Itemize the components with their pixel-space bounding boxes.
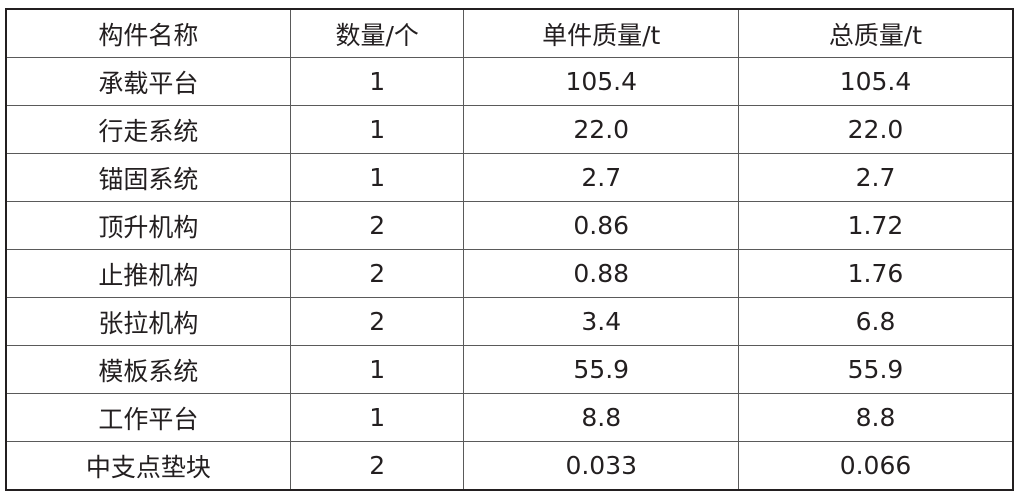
header-cell: 单件质量/t	[463, 8, 739, 58]
table-cell: 0.86	[463, 201, 739, 250]
component-mass-table: 构件名称 数量/个 单件质量/t 总质量/t 承载平台 1 105.4 105.4 行走…	[5, 8, 1014, 491]
table-cell: 55.9	[737, 345, 1014, 394]
header-cell: 数量/个	[289, 8, 465, 58]
table-cell: 1.76	[737, 249, 1014, 298]
header-cell: 构件名称	[5, 8, 291, 58]
table-cell: 3.4	[463, 297, 739, 346]
table-cell: 8.8	[463, 393, 739, 442]
table-row: 顶升机构 2 0.86 1.72	[5, 201, 1014, 250]
table-cell: 1	[289, 105, 465, 154]
table-cell: 1	[289, 153, 465, 202]
table-cell: 6.8	[737, 297, 1014, 346]
table-cell: 2	[289, 297, 465, 346]
table-cell: 承载平台	[5, 57, 291, 106]
table-cell: 张拉机构	[5, 297, 291, 346]
table-row: 工作平台 1 8.8 8.8	[5, 393, 1014, 442]
table-cell: 22.0	[737, 105, 1014, 154]
table-cell: 工作平台	[5, 393, 291, 442]
table-row: 止推机构 2 0.88 1.76	[5, 249, 1014, 298]
header-cell: 总质量/t	[737, 8, 1014, 58]
table-cell: 0.88	[463, 249, 739, 298]
table-cell: 中支点垫块	[5, 441, 291, 491]
table-cell: 2	[289, 201, 465, 250]
table-row: 中支点垫块 2 0.033 0.066	[5, 441, 1014, 491]
table-cell: 行走系统	[5, 105, 291, 154]
table-row: 行走系统 1 22.0 22.0	[5, 105, 1014, 154]
table-row: 张拉机构 2 3.4 6.8	[5, 297, 1014, 346]
table-cell: 22.0	[463, 105, 739, 154]
table-cell: 锚固系统	[5, 153, 291, 202]
table-cell: 2	[289, 249, 465, 298]
table-cell: 2.7	[737, 153, 1014, 202]
table-cell: 105.4	[737, 57, 1014, 106]
table-cell: 0.033	[463, 441, 739, 491]
table-cell: 止推机构	[5, 249, 291, 298]
table-cell: 0.066	[737, 441, 1014, 491]
table-row: 模板系统 1 55.9 55.9	[5, 345, 1014, 394]
table-cell: 2.7	[463, 153, 739, 202]
header-row: 构件名称 数量/个 单件质量/t 总质量/t	[5, 8, 1014, 58]
table-cell: 8.8	[737, 393, 1014, 442]
table-row: 锚固系统 1 2.7 2.7	[5, 153, 1014, 202]
table-row: 承载平台 1 105.4 105.4	[5, 57, 1014, 106]
table-cell: 2	[289, 441, 465, 491]
table-cell: 1	[289, 345, 465, 394]
table-cell: 1	[289, 393, 465, 442]
table-cell: 顶升机构	[5, 201, 291, 250]
table-cell: 1	[289, 57, 465, 106]
table-cell: 55.9	[463, 345, 739, 394]
table-cell: 1.72	[737, 201, 1014, 250]
table-cell: 模板系统	[5, 345, 291, 394]
table-cell: 105.4	[463, 57, 739, 106]
